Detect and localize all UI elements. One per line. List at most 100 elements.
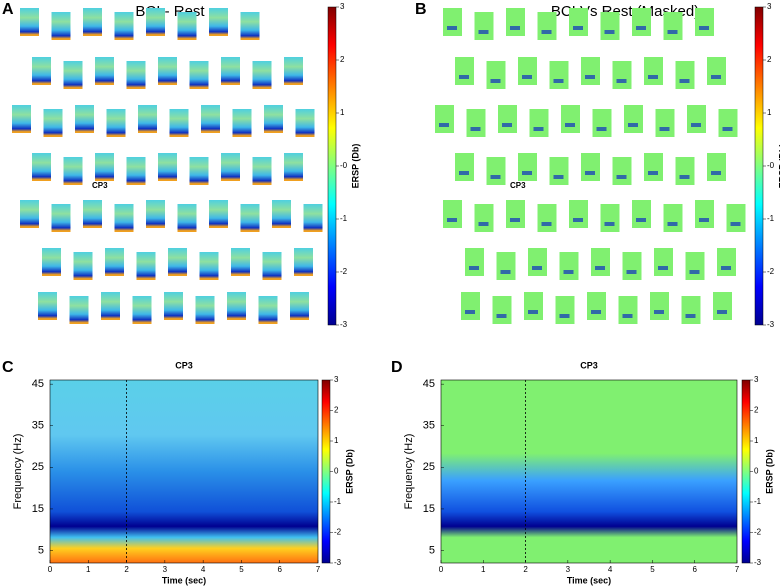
topo-tile [695, 8, 714, 36]
topo-tile [506, 8, 525, 36]
colorbar-tick-label: -2 [334, 528, 342, 537]
x-tick-label: 6 [277, 565, 282, 574]
x-tick-label: 1 [86, 565, 91, 574]
topo-mask-spot [654, 310, 664, 314]
topo-mask-spot [470, 127, 481, 131]
colorbar-tick-label: 2 [767, 55, 772, 64]
x-tick-label: 4 [201, 565, 206, 574]
y-tick-label: 35 [32, 420, 44, 432]
topo-mask-spot [626, 270, 637, 274]
topo-tile [555, 296, 575, 324]
topo-tile [43, 109, 63, 137]
topo-tile [455, 153, 474, 181]
topo-mask-spot [573, 218, 583, 222]
colorbar-tick-label: 3 [340, 2, 345, 11]
colorbar-tick-label: -2 [340, 267, 348, 276]
topo-tile [284, 153, 303, 181]
topo-mask-spot [685, 314, 696, 318]
y-tick-label: 25 [32, 461, 44, 473]
colorbar [754, 6, 764, 326]
topo-tile [506, 200, 525, 228]
topo-tile [474, 204, 494, 232]
x-tick-label: 7 [735, 565, 740, 574]
topo-tile [496, 252, 516, 280]
colorbar-tick-label: 2 [334, 406, 339, 415]
topo-tile [622, 252, 642, 280]
topo-tile [713, 292, 732, 320]
colorbar-tick-label: 3 [334, 375, 339, 384]
topo-tile [675, 61, 695, 89]
y-tick-label: 15 [32, 503, 44, 515]
topo-tile [189, 157, 209, 185]
topo-tile [726, 204, 746, 232]
topo-tile [687, 105, 706, 133]
topo-mask-spot [532, 266, 542, 270]
topo-mask-spot [648, 171, 658, 175]
topo-tile [95, 57, 114, 85]
x-tick-label: 6 [692, 565, 697, 574]
topo-tile [73, 252, 93, 280]
topo-mask-spot [722, 127, 733, 131]
topo-mask-spot [667, 30, 678, 34]
topo-tile [126, 61, 146, 89]
y-tick-label: 45 [423, 378, 435, 390]
topo-tile [232, 109, 252, 137]
topo-mask-spot [559, 314, 570, 318]
topo-tile [718, 109, 738, 137]
topo-mask-spot [648, 75, 658, 79]
topo-mask-spot [691, 123, 701, 127]
topo-tile [32, 57, 51, 85]
topo-tile [486, 61, 506, 89]
topo-tile [663, 204, 683, 232]
topo-mask-spot [478, 222, 489, 226]
topo-tile [435, 105, 454, 133]
topo-tile [63, 61, 83, 89]
topo-tile [600, 12, 620, 40]
topo-tile [717, 248, 736, 276]
topo-mask-spot [711, 171, 721, 175]
topo-tile [158, 57, 177, 85]
topo-tile [252, 61, 272, 89]
topo-mask-spot [563, 270, 574, 274]
y-tick-label: 35 [423, 420, 435, 432]
topo-tile [663, 12, 683, 40]
topo-tile [227, 292, 246, 320]
topo-tile [51, 12, 71, 40]
topo-tile [681, 296, 701, 324]
topo-tile [518, 57, 537, 85]
colorbar-label: ERSP (Db) [344, 449, 354, 494]
y-tick-label: 15 [423, 503, 435, 515]
panel-letter: D [391, 359, 403, 376]
colorbar-tick-label: 0 [754, 467, 759, 476]
topo-mask-spot [541, 30, 552, 34]
colorbar-tick-label: 1 [767, 108, 772, 117]
topo-tile [581, 153, 600, 181]
topo-tile [69, 296, 89, 324]
topo-mask-spot [628, 123, 638, 127]
topo-mask-spot [510, 26, 520, 30]
topo-mask-spot [622, 314, 633, 318]
topo-mask-spot [721, 266, 731, 270]
topo-tile [221, 153, 240, 181]
colorbar-tick-label: -3 [767, 320, 775, 329]
x-tick-label: 1 [481, 565, 486, 574]
topo-mask-spot [689, 270, 700, 274]
topo-tile [164, 292, 183, 320]
topo-tile [537, 204, 557, 232]
topo-tile [498, 105, 517, 133]
colorbar-tick-label: 1 [754, 436, 759, 445]
y-axis-label: Frequency (Hz) [12, 434, 24, 510]
topo-mask-spot [658, 266, 668, 270]
topo-tile [612, 157, 632, 185]
colorbar-tick-label: -1 [340, 214, 348, 223]
colorbar-label: ERSP (Db) [350, 144, 360, 189]
topo-mask-spot [585, 75, 595, 79]
topo-mask-spot [636, 26, 646, 30]
topo-tile [132, 296, 152, 324]
x-tick-label: 2 [523, 565, 528, 574]
topo-tile [146, 200, 165, 228]
topo-tile [231, 248, 250, 276]
topo-mask-spot [439, 123, 449, 127]
topo-tile [632, 8, 651, 36]
topo-mask-spot [459, 171, 469, 175]
